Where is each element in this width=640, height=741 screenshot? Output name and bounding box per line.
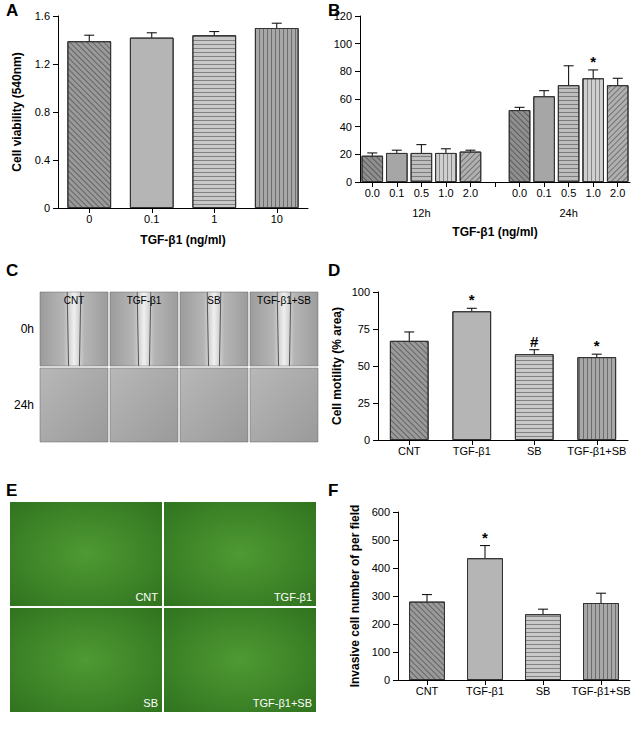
- svg-text:0: 0: [384, 674, 390, 686]
- svg-text:TGF-β1: TGF-β1: [453, 445, 491, 457]
- svg-text:F: F: [328, 481, 338, 500]
- svg-text:20: 20: [340, 148, 352, 160]
- svg-text:D: D: [328, 261, 340, 280]
- svg-text:400: 400: [372, 562, 390, 574]
- svg-text:0.0: 0.0: [365, 187, 380, 199]
- svg-text:300: 300: [372, 590, 390, 602]
- svg-text:0.5: 0.5: [561, 187, 576, 199]
- svg-text:Invasive cell number of per fi: Invasive cell number of per field: [348, 505, 362, 688]
- svg-text:75: 75: [358, 323, 370, 335]
- svg-text:0: 0: [364, 434, 370, 446]
- svg-text:50: 50: [358, 360, 370, 372]
- svg-text:0.1: 0.1: [144, 213, 159, 225]
- svg-text:600: 600: [372, 506, 390, 518]
- svg-text:1.6: 1.6: [35, 10, 50, 22]
- svg-text:CNT: CNT: [416, 685, 439, 697]
- svg-text:TGF-β1+SB: TGF-β1+SB: [571, 685, 630, 697]
- svg-text:60: 60: [340, 93, 352, 105]
- svg-text:*: *: [594, 337, 600, 354]
- svg-text:SB: SB: [536, 685, 551, 697]
- svg-text:TGF-β1: TGF-β1: [127, 295, 162, 306]
- svg-text:Cell motility (% area): Cell motility (% area): [330, 307, 344, 425]
- svg-text:TGF-β1+SB: TGF-β1+SB: [567, 445, 626, 457]
- svg-text:SB: SB: [527, 445, 542, 457]
- svg-text:0.0: 0.0: [512, 187, 527, 199]
- svg-text:100: 100: [334, 38, 352, 50]
- svg-text:2.0: 2.0: [610, 187, 625, 199]
- svg-text:1.0: 1.0: [438, 187, 453, 199]
- svg-text:TGF-β1 (ng/ml): TGF-β1 (ng/ml): [452, 225, 537, 239]
- svg-text:*: *: [482, 529, 488, 546]
- svg-text:E: E: [6, 481, 17, 500]
- svg-text:TGF-β1+SB: TGF-β1+SB: [253, 697, 312, 709]
- svg-text:TGF-β1 (ng/ml): TGF-β1 (ng/ml): [140, 233, 225, 247]
- svg-text:TGF-β1+SB: TGF-β1+SB: [257, 295, 311, 306]
- svg-text:24h: 24h: [559, 207, 577, 219]
- svg-text:TGF-β1: TGF-β1: [274, 591, 312, 603]
- svg-text:1: 1: [211, 213, 217, 225]
- svg-text:100: 100: [372, 646, 390, 658]
- svg-text:1.0: 1.0: [586, 187, 601, 199]
- svg-text:0.4: 0.4: [35, 154, 50, 166]
- svg-text:200: 200: [372, 618, 390, 630]
- svg-text:12h: 12h: [412, 207, 430, 219]
- svg-text:0.1: 0.1: [389, 187, 404, 199]
- svg-text:Cell viability (540nm): Cell viability (540nm): [10, 52, 24, 171]
- svg-text:B: B: [328, 1, 340, 20]
- svg-text:CNT: CNT: [135, 591, 158, 603]
- svg-text:1.2: 1.2: [35, 58, 50, 70]
- svg-text:*: *: [590, 53, 596, 70]
- svg-text:0: 0: [86, 213, 92, 225]
- svg-text:*: *: [469, 291, 475, 308]
- svg-text:25: 25: [358, 397, 370, 409]
- svg-text:C: C: [6, 261, 18, 280]
- svg-text:500: 500: [372, 534, 390, 546]
- svg-text:0.1: 0.1: [536, 187, 551, 199]
- svg-text:0: 0: [44, 202, 50, 214]
- svg-text:40: 40: [340, 121, 352, 133]
- svg-text:SB: SB: [207, 295, 221, 306]
- svg-text:0.8: 0.8: [35, 106, 50, 118]
- svg-text:CNT: CNT: [64, 295, 85, 306]
- svg-text:120: 120: [333, 10, 352, 22]
- svg-text:CNT: CNT: [398, 445, 421, 457]
- svg-text:SB: SB: [143, 697, 158, 709]
- svg-text:0.5: 0.5: [414, 187, 429, 199]
- svg-text:10: 10: [271, 213, 283, 225]
- svg-text:80: 80: [340, 65, 352, 77]
- svg-text:#: #: [530, 333, 539, 350]
- svg-text:24h: 24h: [14, 398, 34, 412]
- svg-text:2.0: 2.0: [463, 187, 478, 199]
- svg-text:0: 0: [346, 176, 352, 188]
- svg-text:0h: 0h: [21, 322, 34, 336]
- svg-text:A: A: [6, 1, 18, 20]
- svg-text:100: 100: [352, 286, 370, 298]
- svg-text:TGF-β1: TGF-β1: [466, 685, 504, 697]
